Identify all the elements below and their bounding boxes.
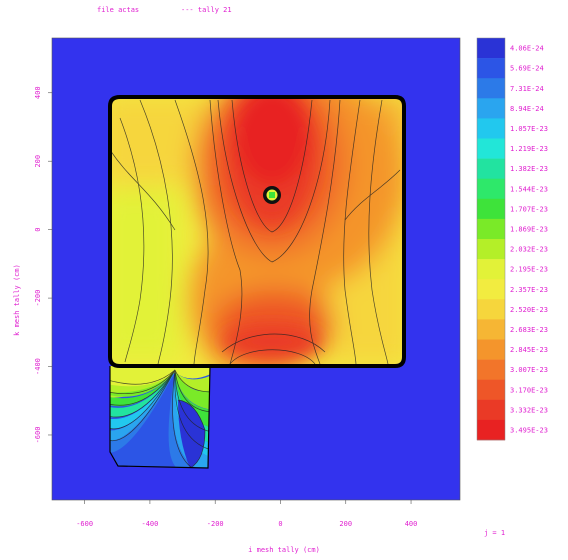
colorbar-swatch [477, 379, 505, 401]
colorbar-swatch [477, 118, 505, 139]
colorbar-label: 1.219E-23 [510, 145, 548, 153]
colorbar-swatch [477, 198, 505, 220]
alcove-wall [109, 365, 211, 469]
colorbar-swatch [477, 78, 505, 99]
x-tick-label: 400 [405, 520, 418, 528]
colorbar-label: 2.032E-23 [510, 246, 548, 254]
colorbar-label: 5.69E-24 [510, 65, 544, 73]
colorbar-label: 2.683E-23 [510, 326, 548, 334]
colorbar-swatch [477, 299, 505, 320]
x-tick-label: -200 [207, 520, 224, 528]
colorbar-swatch [477, 58, 505, 79]
y-tick-label: 0 [34, 228, 42, 232]
y-axis-label: k mesh tally (cm) [13, 264, 21, 336]
colorbar-label: 3.495E-23 [510, 426, 548, 434]
colorbar-label: 2.520E-23 [510, 306, 548, 314]
colorbar-label: 4.06E-24 [510, 45, 544, 53]
plane-index-label: j = 1 [484, 529, 506, 537]
colorbar-swatch [477, 359, 505, 380]
y-tick-label: 200 [34, 155, 42, 168]
x-tick-label: 0 [278, 520, 282, 528]
colorbar-swatch [477, 158, 505, 179]
colorbar-swatch [477, 339, 505, 360]
colorbar-label: 1.707E-23 [510, 205, 548, 213]
colorbar-label: 2.195E-23 [510, 266, 548, 274]
colorbar-label: 7.31E-24 [510, 85, 544, 93]
colorbar-label: 8.94E-24 [510, 105, 544, 113]
x-tick-label: 200 [339, 520, 352, 528]
colorbar-swatch [477, 218, 505, 240]
colorbar-label: 2.357E-23 [510, 286, 548, 294]
colorbar-swatch [477, 419, 505, 441]
tally-number-label: --- tally 21 [181, 6, 232, 14]
y-axis: -600 -400 -200 0 200 400 [34, 86, 52, 443]
colorbar-label: 3.332E-23 [510, 406, 548, 414]
room-wall [108, 95, 406, 368]
room-region [110, 97, 404, 366]
colorbar-swatch [477, 279, 505, 300]
y-tick-label: 400 [34, 86, 42, 99]
colorbar-label: 1.057E-23 [510, 125, 548, 133]
colorbar-swatch [477, 138, 505, 159]
colorbar-label: 1.382E-23 [510, 165, 548, 173]
source-marker [263, 186, 281, 204]
file-name-label: file actas [97, 6, 140, 14]
colorbar-swatch [477, 239, 505, 260]
colorbar-swatch [477, 98, 505, 119]
colorbar-swatch [477, 38, 505, 59]
colorbar-swatch [477, 178, 505, 200]
colorbar-swatch [477, 259, 505, 280]
colorbar-label: 2.845E-23 [510, 346, 548, 354]
colorbar-frame [476, 37, 506, 441]
colorbar-swatch [477, 399, 505, 421]
plot-frame [51, 37, 461, 501]
x-axis: -600 -400 -200 0 200 400 [76, 500, 417, 528]
x-tick-label: -400 [141, 520, 158, 528]
colorbar-label: 1.544E-23 [510, 185, 548, 193]
colorbar-swatch [477, 319, 505, 340]
colorbar: 4.06E-24 5.69E-24 7.31E-24 8.94E-24 1.057E-2… [476, 37, 548, 441]
colorbar-label: 1.869E-23 [510, 225, 548, 233]
x-tick-label: -600 [76, 520, 93, 528]
x-axis-label: i mesh tally (cm) [248, 546, 320, 554]
y-tick-label: -600 [34, 427, 42, 444]
y-tick-label: -400 [34, 358, 42, 375]
y-tick-label: -200 [34, 290, 42, 307]
alcove-region [110, 366, 210, 468]
colorbar-label: 3.170E-23 [510, 386, 548, 394]
colorbar-label: 3.007E-23 [510, 366, 548, 374]
